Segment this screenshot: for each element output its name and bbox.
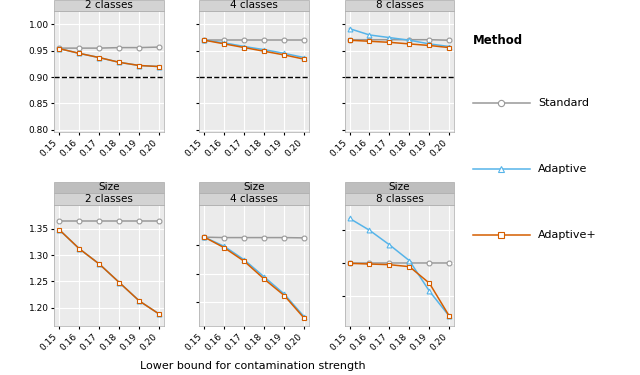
Text: Standard: Standard [538,98,589,108]
Text: 8 classes: 8 classes [376,0,424,10]
Text: 2 classes: 2 classes [85,194,133,204]
Text: 4 classes: 4 classes [230,194,278,204]
Text: Adaptive: Adaptive [538,164,588,174]
Text: 4 classes: 4 classes [230,0,278,10]
Text: Method: Method [472,34,523,47]
Text: Size: Size [244,183,265,192]
Text: Lower bound for contamination strength: Lower bound for contamination strength [140,361,365,371]
Text: Size: Size [99,183,120,192]
Text: 8 classes: 8 classes [376,194,424,204]
Text: Size: Size [388,183,410,192]
Text: Adaptive+: Adaptive+ [538,230,597,240]
Text: 2 classes: 2 classes [85,0,133,10]
